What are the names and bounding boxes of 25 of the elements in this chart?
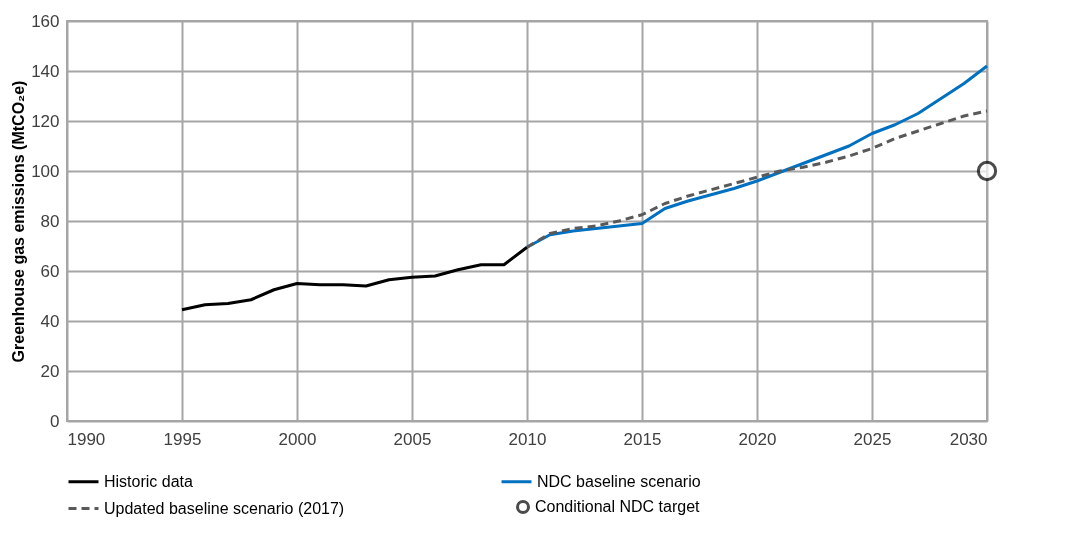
x-tick-label: 2015 [623,429,662,449]
y-tick-label: 120 [31,111,60,131]
line-series [525,109,989,249]
x-tick-label: 2030 [949,429,988,449]
x-tick-label: 1990 [67,429,106,449]
y-tick-label: 160 [31,11,60,31]
x-tick-label: 2020 [738,429,777,449]
legend-label: Updated baseline scenario (2017) [104,499,345,517]
y-tick-label: 0 [50,411,60,431]
y-tick-label: 20 [40,361,60,381]
y-tick-label: 60 [40,261,60,281]
x-tick-label: 2025 [853,429,892,449]
line-series [180,245,529,312]
x-tick-label: 2005 [393,429,432,449]
x-tick-label: 2000 [278,429,317,449]
legend-label: Conditional NDC target [535,498,701,515]
y-axis-title: Greenhouse gas emissions (MtCO₂e) [10,80,28,363]
y-tick-label: 100 [31,161,60,181]
y-tick-label: 140 [31,61,60,81]
x-tick-label: 2010 [508,429,547,449]
legend-label: NDC baseline scenario [537,472,701,490]
legend-label: Historic data [104,472,194,490]
y-tick-label: 80 [40,211,60,231]
y-tick-label: 40 [40,311,60,331]
x-tick-label: 1995 [163,429,202,449]
